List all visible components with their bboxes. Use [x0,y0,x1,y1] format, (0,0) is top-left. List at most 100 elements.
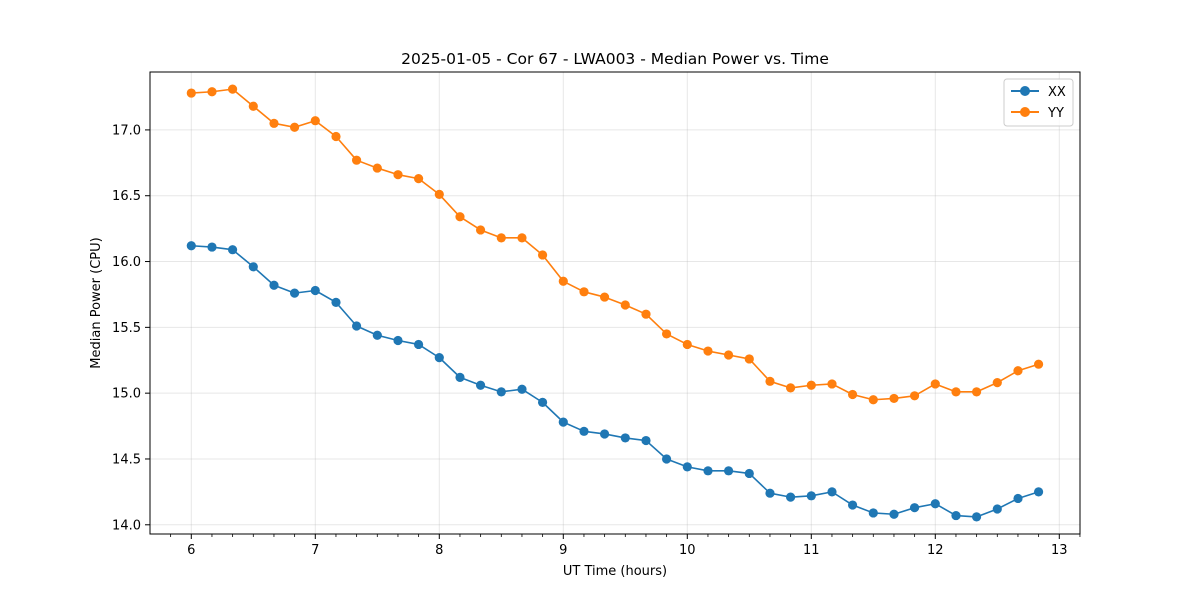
data-point-xx [889,509,899,519]
data-point-yy [455,212,465,222]
data-point-yy [434,189,444,200]
y-axis-label: Median Power (CPU) [89,237,104,368]
data-point-yy [620,300,630,310]
y-tick-label: 15.5 [112,321,141,336]
data-point-yy [827,379,837,389]
y-tick-label: 16.0 [112,255,141,270]
data-point-yy [310,116,320,126]
data-point-yy [496,233,506,243]
data-point-xx [599,429,610,439]
x-tick-label: 8 [435,543,443,558]
legend-label-xx: XX [1048,85,1066,100]
grid [150,72,1080,534]
data-point-yy [537,250,548,260]
x-tick-label: 9 [559,543,567,558]
legend-marker-yy [1020,107,1030,117]
data-point-yy [661,329,672,339]
data-point-yy [186,88,196,98]
axes: 6 7 8 9 10 11 12 13 14.0 14.5 15.0 15.5 16.0 16.5 17.0 [112,123,1081,558]
y-tick-label: 15.0 [112,387,141,402]
y-tick-label: 14.0 [112,518,141,533]
data-point-yy [641,309,651,319]
data-point-xx [558,417,568,427]
data-point-xx [641,435,651,446]
data-point-xx [661,454,672,464]
x-tick-label: 10 [679,543,696,558]
data-point-xx [971,512,982,522]
data-point-yy [289,122,300,132]
data-point-xx [496,387,506,397]
data-point-xx [723,466,734,476]
data-point-xx [331,297,341,307]
data-point-xx [620,433,630,443]
data-point-yy [951,387,961,397]
data-point-xx [248,262,258,272]
data-point-yy [579,287,589,297]
x-tick-label: 11 [803,543,820,558]
data-point-yy [1013,366,1023,376]
data-point-yy [992,378,1002,388]
legend: XX YY [1003,78,1074,127]
x-tick-label: 13 [1051,543,1068,558]
data-point-xx [475,380,486,390]
data-point-yy [1033,359,1044,369]
data-point-xx [703,466,713,476]
data-point-xx [434,353,444,363]
x-tick-label: 7 [311,543,319,558]
data-point-yy [351,155,362,165]
data-point-yy [703,346,713,356]
data-point-xx [909,503,920,513]
data-point-xx [517,384,527,394]
data-point-xx [537,397,548,407]
data-point-xx [806,491,816,501]
data-point-yy [475,225,486,235]
data-point-yy [785,383,796,393]
data-point-xx [785,492,796,502]
data-point-yy [971,387,982,397]
data-point-yy [517,233,527,243]
data-point-xx [393,335,403,346]
data-point-xx [227,245,238,255]
data-point-xx [186,241,196,251]
data-point-yy [682,339,692,350]
data-point-xx [269,280,279,290]
data-point-xx [827,487,837,497]
series-layer [186,84,1044,522]
x-tick-label: 12 [927,543,944,558]
data-point-yy [393,170,403,180]
legend-label-yy: YY [1047,106,1064,121]
data-point-yy [723,350,734,360]
data-point-xx [1013,493,1023,504]
data-point-xx [579,426,589,436]
data-point-xx [372,330,382,340]
data-point-xx [289,288,300,298]
data-point-xx [310,285,320,296]
data-point-yy [269,118,279,128]
data-point-yy [599,292,610,302]
data-point-yy [765,376,775,386]
data-point-xx [951,510,961,521]
data-point-xx [744,468,754,479]
data-point-xx [455,372,465,382]
data-point-yy [248,101,258,111]
data-point-yy [372,163,382,173]
data-point-yy [227,84,238,94]
data-point-yy [744,354,754,364]
data-point-xx [351,321,362,331]
data-point-yy [331,131,341,142]
data-point-xx [992,504,1002,514]
data-point-xx [413,339,424,350]
data-point-yy [207,87,217,97]
y-tick-label: 16.5 [112,189,141,204]
data-point-yy [868,395,878,405]
data-point-xx [765,488,775,498]
data-point-xx [847,500,858,510]
data-point-yy [806,380,816,390]
x-tick-label: 6 [187,543,195,558]
y-tick-label: 14.5 [112,452,141,467]
data-point-yy [413,174,424,184]
y-tick-label: 17.0 [112,123,141,138]
chart-title: 2025-01-05 - Cor 67 - LWA003 - Median Po… [401,50,829,68]
